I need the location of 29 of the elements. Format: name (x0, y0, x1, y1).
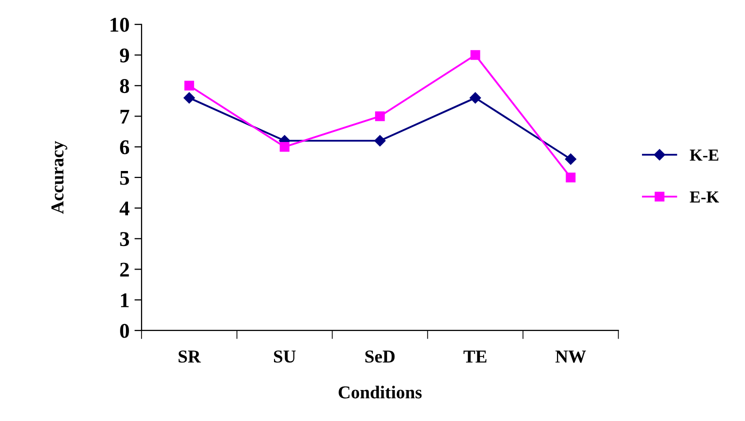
x-tick-label: SeD (365, 350, 395, 363)
point (566, 172, 576, 182)
y-tick-label: 1 (121, 293, 129, 308)
y-axis-title: Accuracy (51, 141, 68, 214)
x-tick-label: TE (464, 350, 486, 362)
point (184, 80, 194, 90)
y-tick-label: 0 (120, 324, 129, 338)
point (184, 92, 195, 104)
y-tick-label: 8 (120, 79, 130, 94)
y-tick-label: 6 (120, 140, 130, 154)
y-tick-label: 4 (120, 202, 130, 216)
x-axis-title: Conditions (338, 386, 422, 398)
x-tick-label: SU (274, 350, 296, 363)
point (470, 50, 480, 60)
point (470, 92, 481, 104)
x-tick-label: SR (178, 350, 201, 363)
point (565, 153, 576, 165)
y-tick-label: 3 (120, 232, 130, 246)
x-tick-label: NW (555, 350, 586, 363)
y-tick-label: 7 (120, 110, 130, 124)
y-tick-label: 2 (120, 262, 129, 276)
y-tick-label: 9 (120, 48, 129, 62)
point (280, 142, 290, 152)
y-tick-label: 10 (110, 18, 129, 32)
legend-label: K-E (690, 150, 718, 161)
point (375, 111, 385, 122)
legend-label: E-K (690, 192, 720, 202)
y-tick-label: 5 (120, 171, 129, 185)
point (374, 135, 386, 146)
